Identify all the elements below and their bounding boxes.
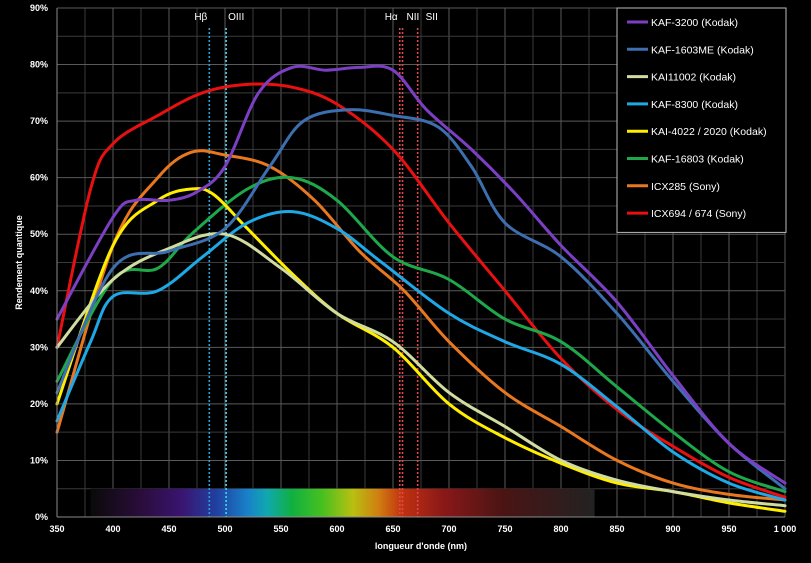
x-tick-label: 550 [273,524,288,534]
x-tick-label: 500 [217,524,232,534]
marker-label-4: SII [426,12,438,23]
x-tick-label: 1 000 [774,524,797,534]
y-tick-label: 60% [30,173,48,183]
legend-label-5: KAF-16803 (Kodak) [651,154,744,166]
series-line-3 [55,210,787,502]
x-tick-label: 750 [497,524,512,534]
series-line-5 [55,175,787,494]
marker-label-1: OIII [228,12,244,23]
visible-spectrum-band [90,488,595,517]
y-tick-label: 20% [30,399,48,409]
x-tick-label: 800 [553,524,568,534]
axes: 350 400 450 500 550 600 650 700 750 800 850 900 950 1… [30,3,796,534]
x-tick-label: 900 [665,524,680,534]
y-tick-label: 90% [30,3,48,13]
legend-label-3: KAF-8300 (Kodak) [651,99,738,111]
y-tick-label: 50% [30,229,48,239]
x-tick-label: 650 [385,524,400,534]
series-lines [55,64,787,513]
legend: KAF-3200 (Kodak) KAF-1603ME (Kodak) KAI110… [616,7,787,233]
legend-label-1: KAF-1603ME (Kodak) [651,44,754,56]
y-tick-label: 30% [30,342,48,352]
legend-box [616,7,787,233]
x-tick-label: 600 [329,524,344,534]
x-tick-label: 950 [721,524,736,534]
series-line-2 [55,232,787,508]
series-line-6 [55,149,787,502]
x-axis-label: longueur d'onde (nm) [375,541,467,551]
y-tick-label: 0% [35,512,48,522]
x-tick-label: 400 [105,524,120,534]
legend-label-0: KAF-3200 (Kodak) [651,17,738,29]
x-tick-label: 850 [609,524,624,534]
x-tick-label: 700 [441,524,456,534]
legend-label-7: ICX694 / 674 (Sony) [651,208,746,220]
y-tick-label: 70% [30,116,48,126]
x-tick-label: 350 [49,524,64,534]
legend-label-4: KAI-4022 / 2020 (Kodak) [651,126,767,138]
y-tick-label: 80% [30,60,48,70]
y-axis-label: Rendement quantique [14,215,24,310]
x-tick-label: 450 [161,524,176,534]
y-tick-label: 40% [30,286,48,296]
series-line-0 [55,64,787,485]
emission-line-markers: Hβ OIII Hα NII SII [194,12,438,517]
legend-label-6: ICX285 (Sony) [651,181,720,193]
y-tick-label: 10% [30,455,48,465]
series-line-1 [55,108,787,491]
marker-label-3: NII [407,12,420,23]
legend-label-2: KAI11002 (Kodak) [651,72,736,84]
marker-label-0: Hβ [194,12,207,23]
marker-label-2: Hα [385,12,398,23]
